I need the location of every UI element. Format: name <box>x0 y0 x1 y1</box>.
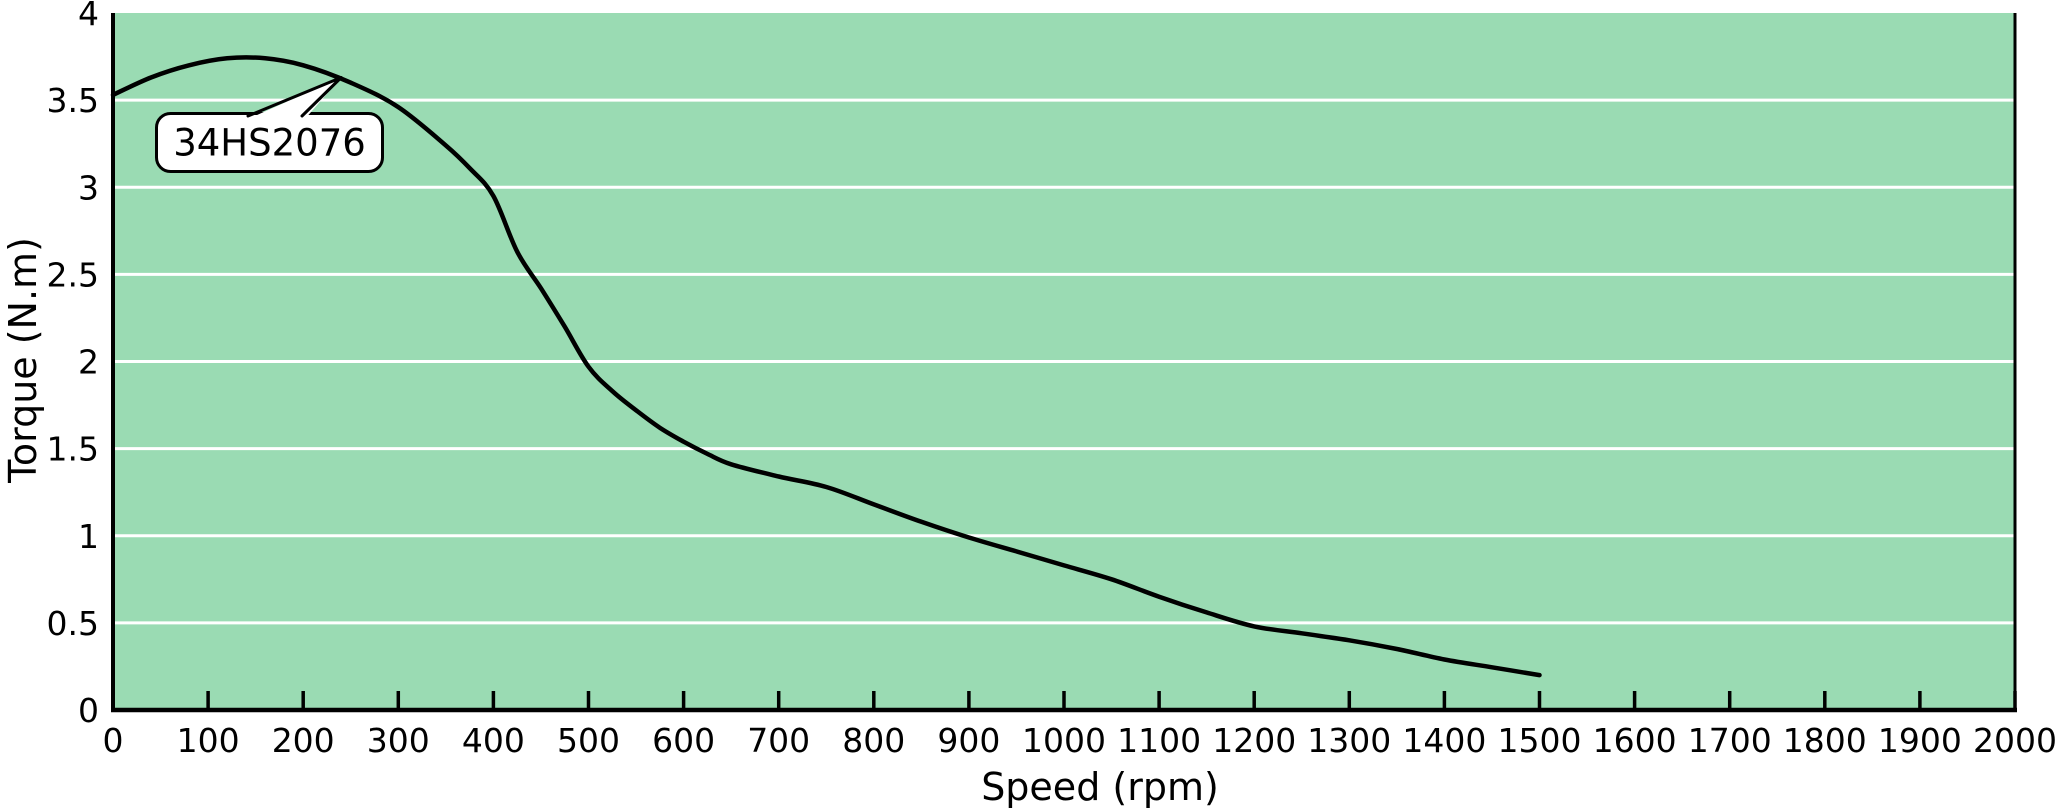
y-tick-label: 3.5 <box>47 81 99 120</box>
x-tick-label: 100 <box>177 721 240 760</box>
y-tick-label: 2.5 <box>47 255 99 294</box>
torque-curve <box>110 55 1542 678</box>
y-axis-title: Torque (N.m) <box>1 237 45 484</box>
x-axis-title: Speed (rpm) <box>981 765 1219 809</box>
x-tick-label: 0 <box>103 721 124 760</box>
x-tick-label: 1800 <box>1783 721 1867 760</box>
y-tick-label: 4 <box>78 0 99 33</box>
axis-lines <box>111 13 2017 713</box>
y-tick-label: 3 <box>78 168 99 207</box>
x-axis-ticks <box>206 691 2017 708</box>
y-tick-label: 1.5 <box>47 430 99 469</box>
x-tick-label: 900 <box>937 721 1000 760</box>
x-tick-label: 1400 <box>1402 721 1486 760</box>
x-tick-label: 500 <box>557 721 620 760</box>
x-tick-label: 1600 <box>1593 721 1677 760</box>
x-tick-labels: 0 100 200 300 400 500 600 700 800 900 1000 1100 1200… <box>103 721 2057 760</box>
model-callout: 34HS2076 <box>155 76 384 173</box>
x-tick-label: 1100 <box>1117 721 1201 760</box>
x-tick-label: 1300 <box>1307 721 1391 760</box>
gridlines <box>113 98 2015 625</box>
x-tick-label: 2000 <box>1973 721 2057 760</box>
x-tick-label: 1500 <box>1498 721 1582 760</box>
x-tick-label: 800 <box>842 721 905 760</box>
y-tick-label: 1 <box>78 517 99 556</box>
y-tick-label: 0 <box>78 691 99 730</box>
x-tick-label: 600 <box>652 721 715 760</box>
x-tick-label: 1200 <box>1212 721 1296 760</box>
x-tick-label: 400 <box>462 721 525 760</box>
x-tick-label: 1700 <box>1688 721 1772 760</box>
x-tick-label: 200 <box>272 721 335 760</box>
x-tick-label: 300 <box>367 721 430 760</box>
y-tick-labels: 0 0.5 1 1.5 2 2.5 3 3.5 4 <box>47 0 99 730</box>
x-tick-label: 1900 <box>1878 721 1962 760</box>
callout-tail-outline <box>246 76 343 118</box>
y-tick-label: 2 <box>78 343 99 382</box>
x-tick-label: 700 <box>747 721 810 760</box>
x-tick-label: 1000 <box>1022 721 1106 760</box>
y-tick-label: 0.5 <box>47 604 99 643</box>
callout-label: 34HS2076 <box>173 122 366 165</box>
